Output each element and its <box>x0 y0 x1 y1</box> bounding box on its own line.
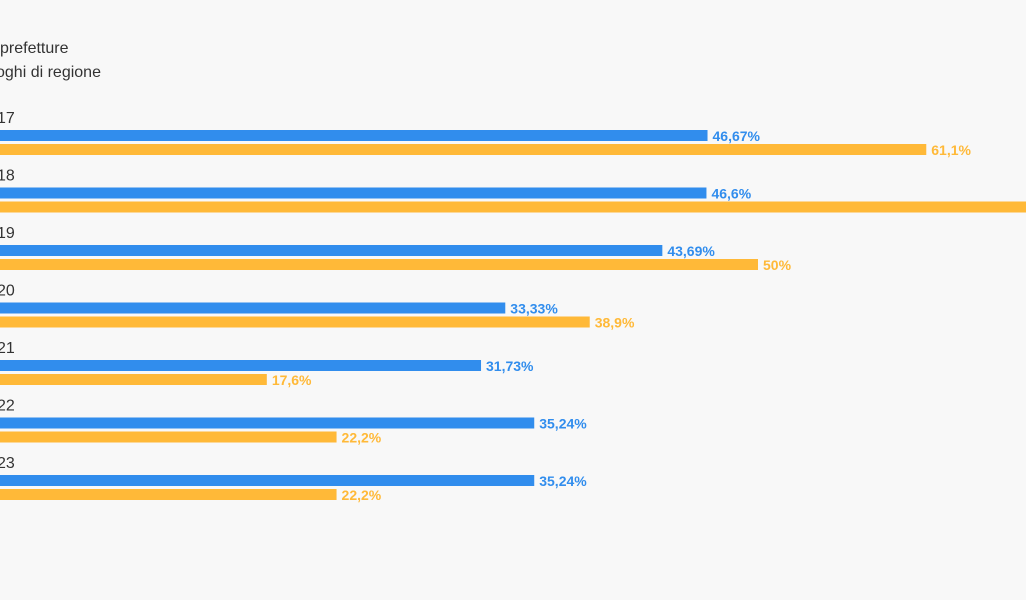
bar-series-1 <box>0 475 535 486</box>
data-label-series-1: 46,67% <box>713 128 761 144</box>
bar-series-2 <box>0 316 590 328</box>
data-label-series-1: 35,24% <box>539 473 587 489</box>
category-label: 17 <box>0 110 15 127</box>
data-label-series-2: 22,2% <box>342 430 382 446</box>
data-label-series-1: 31,73% <box>486 358 534 374</box>
category-label: 21 <box>0 340 15 357</box>
bar-series-1 <box>0 187 707 199</box>
data-label-series-1: 46,6% <box>711 186 751 202</box>
data-label-series-2: 38,9% <box>595 315 635 331</box>
bar-series-1 <box>0 360 482 371</box>
data-label-series-1: 43,69% <box>667 243 715 259</box>
bar-series-1 <box>0 130 708 141</box>
legend: prefetture oghi di regione <box>0 40 101 81</box>
data-label-series-1: 35,24% <box>539 416 587 432</box>
bar-series-1 <box>0 245 663 256</box>
bar-series-2 <box>0 431 337 443</box>
legend-label-series-1: prefetture <box>0 40 69 57</box>
data-label-series-2: 50% <box>763 257 792 273</box>
data-label-series-2: 22,2% <box>342 487 382 503</box>
category-label: 18 <box>0 168 15 185</box>
bar-series-2 <box>0 374 267 385</box>
category-label: 19 <box>0 225 15 242</box>
data-label-series-2: 61,1% <box>931 142 971 158</box>
category-label: 23 <box>0 455 15 472</box>
bar-series-2 <box>0 489 337 500</box>
bar-series-1 <box>0 302 506 314</box>
category-label: 20 <box>0 283 15 300</box>
data-label-series-2: 17,6% <box>272 372 312 388</box>
legend-label-series-2: oghi di regione <box>0 64 101 81</box>
plot-area: 17 46,67% 61,1% 18 46,6% 19 43,69% 50% 20 33,33% 3… <box>0 110 1026 503</box>
bar-series-2 <box>0 144 927 155</box>
bar-series-2 <box>0 259 758 270</box>
bar-series-1 <box>0 417 535 429</box>
category-label: 22 <box>0 398 15 415</box>
bar-series-2 <box>0 201 1026 213</box>
data-label-series-1: 33,33% <box>510 301 558 317</box>
